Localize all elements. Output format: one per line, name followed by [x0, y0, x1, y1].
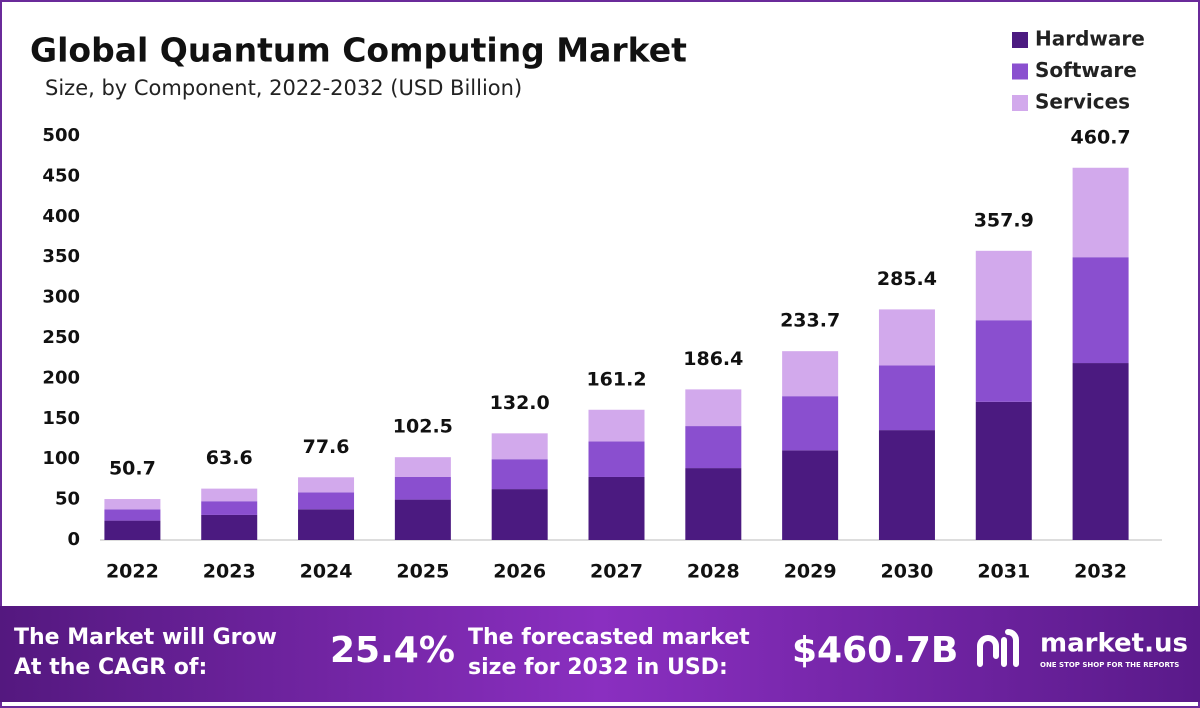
bar-segment	[394, 476, 451, 500]
legend-swatch	[1012, 95, 1028, 111]
footer-banner	[0, 606, 1200, 702]
y-tick-label: 0	[67, 529, 80, 550]
x-tick-label: 2024	[300, 561, 353, 583]
x-tick-label: 2025	[396, 561, 449, 583]
x-tick-label: 2027	[590, 561, 643, 583]
tagline: ONE STOP SHOP FOR THE REPORTS	[1040, 661, 1179, 669]
y-tick-label: 500	[42, 125, 80, 146]
total-label: 357.9	[974, 209, 1034, 231]
y-tick-label: 350	[42, 246, 80, 267]
bar-segment	[201, 488, 258, 502]
total-label: 285.4	[877, 268, 937, 290]
x-tick-label: 2030	[881, 561, 934, 583]
bar-segment	[975, 401, 1032, 540]
bar-segment	[878, 430, 935, 540]
bar-segment	[394, 499, 451, 540]
bar-segment	[491, 459, 548, 490]
x-tick-label: 2031	[977, 561, 1030, 583]
legend-label: Software	[1035, 58, 1137, 82]
footer-text: At the CAGR of:	[14, 655, 207, 680]
footer: The Market will Grow At the CAGR of: 25.…	[14, 625, 1188, 680]
y-tick-label: 50	[55, 489, 80, 510]
bar-segment	[298, 509, 355, 540]
footer-text: The Market will Grow	[14, 625, 277, 650]
x-tick-label: 2026	[493, 561, 546, 583]
legend-swatch	[1012, 32, 1028, 48]
bar-segment	[685, 426, 742, 469]
bar-segment	[975, 320, 1032, 402]
total-label: 161.2	[586, 368, 646, 390]
legend-swatch	[1012, 63, 1028, 80]
total-label: 50.7	[109, 458, 156, 480]
bar-segment	[782, 351, 839, 397]
bar-segment	[975, 250, 1032, 321]
x-tick-label: 2029	[784, 561, 837, 583]
bar-segment	[588, 409, 645, 442]
total-label: 460.7	[1071, 126, 1131, 148]
bar-segment	[491, 433, 548, 460]
bar-segment	[782, 450, 839, 540]
x-tick-label: 2023	[203, 561, 256, 583]
bar-segment	[878, 309, 935, 366]
legend-label: Services	[1035, 90, 1130, 114]
bar-segment	[298, 492, 355, 510]
y-tick-label: 100	[42, 448, 80, 469]
brand: market.us	[1040, 629, 1188, 659]
bar-segment	[685, 389, 742, 427]
bar-segment	[685, 468, 742, 540]
bar-segment	[104, 509, 161, 521]
bar-segment	[1072, 363, 1129, 540]
y-tick-label: 450	[42, 165, 80, 186]
bar-segment	[782, 396, 839, 451]
total-label: 186.4	[683, 348, 743, 370]
bar-segment	[588, 476, 645, 540]
total-label: 102.5	[393, 416, 453, 438]
x-tick-label: 2028	[687, 561, 740, 583]
footer-text: size for 2032 in USD:	[468, 655, 728, 680]
x-tick-label: 2022	[106, 561, 159, 583]
bar-segment	[394, 457, 451, 477]
bar-segment	[201, 501, 258, 515]
bar-segment	[104, 520, 161, 540]
y-tick-label: 250	[42, 327, 80, 348]
total-label: 132.0	[490, 392, 550, 414]
bar-segment	[588, 441, 645, 477]
y-tick-label: 150	[42, 408, 80, 429]
y-tick-label: 200	[42, 367, 80, 388]
y-tick-label: 400	[42, 206, 80, 227]
total-label: 233.7	[780, 310, 840, 332]
legend-label: Hardware	[1035, 27, 1145, 51]
chart-subtitle: Size, by Component, 2022-2032 (USD Billi…	[45, 76, 522, 100]
bar-segment	[298, 477, 355, 493]
total-label: 63.6	[206, 447, 253, 469]
cagr-value: 25.4%	[330, 630, 455, 671]
x-tick-label: 2032	[1074, 561, 1127, 583]
bar-segment	[1072, 257, 1129, 364]
chart-title: Global Quantum Computing Market	[30, 31, 687, 70]
total-label: 77.6	[303, 436, 350, 458]
bar-segment	[491, 489, 548, 540]
bar-segment	[878, 365, 935, 431]
y-tick-label: 300	[42, 287, 80, 308]
brand-logo	[977, 629, 1019, 667]
bar-segment	[104, 499, 161, 510]
bar-segment	[201, 514, 258, 540]
footer-text: The forecasted market	[468, 625, 750, 650]
forecast-value: $460.7B	[792, 630, 958, 671]
bar-segment	[1072, 167, 1129, 258]
